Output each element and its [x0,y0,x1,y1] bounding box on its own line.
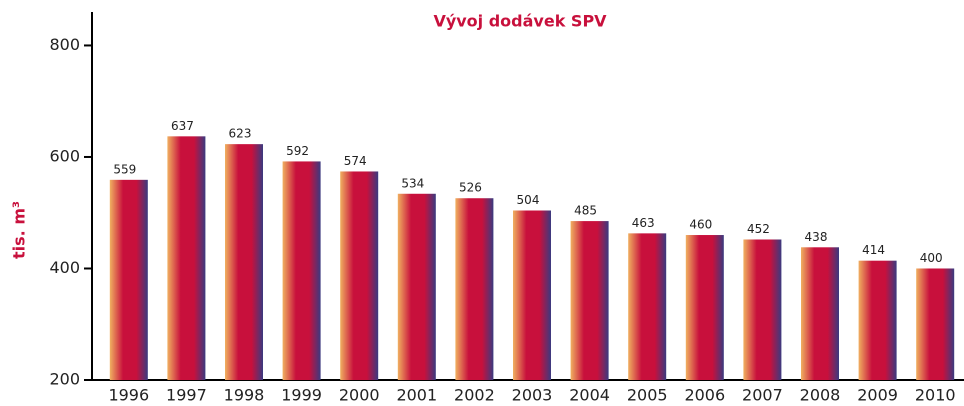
bar [167,136,206,380]
bar [513,210,551,380]
x-tick-label: 1999 [281,386,322,405]
y-tick-label: 800 [49,35,80,54]
value-label: 534 [401,176,424,190]
value-label: 623 [229,127,252,141]
bar [570,221,609,380]
value-label: 504 [517,193,540,207]
x-tick-label: 2004 [569,386,610,405]
y-tick-label: 200 [49,370,80,389]
value-label: 414 [862,243,885,257]
x-tick-label: 2002 [454,386,495,405]
value-label: 559 [113,162,136,176]
value-label: 463 [632,216,655,230]
bar [397,193,436,380]
value-label: 526 [459,181,482,195]
value-label: 452 [747,222,770,236]
x-tick-label: 2009 [857,386,898,405]
x-tick-label: 2005 [627,386,668,405]
x-tick-label: 2003 [512,386,553,405]
x-tick-label: 1997 [166,386,207,405]
bar [685,235,724,380]
bar [858,260,897,380]
value-label: 485 [574,204,597,218]
x-tick-label: 2010 [915,386,956,405]
bar [109,179,148,380]
x-tick-label: 2001 [396,386,437,405]
value-label: 460 [689,218,712,232]
y-tick-label: 600 [49,146,80,165]
y-tick-label: 400 [49,258,80,277]
x-tick-label: 1998 [224,386,265,405]
bar [340,171,379,380]
x-tick-label: 2006 [684,386,725,405]
value-label: 400 [920,251,943,265]
y-axis-title: tis. m³ [10,201,29,259]
x-tick-label: 2000 [339,386,380,405]
value-label: 637 [171,119,194,133]
chart-title: Vývoj dodávek SPV [433,12,607,31]
value-label: 574 [344,154,367,168]
value-label: 438 [805,230,828,244]
value-label: 592 [286,144,309,158]
x-tick-label: 2008 [800,386,841,405]
bar [225,144,263,380]
bar [628,233,667,380]
bar [801,247,839,380]
bar [282,161,321,380]
bar [743,239,782,380]
x-tick-label: 1996 [108,386,149,405]
bar [455,198,494,380]
x-tick-label: 2007 [742,386,783,405]
bar [916,268,955,380]
